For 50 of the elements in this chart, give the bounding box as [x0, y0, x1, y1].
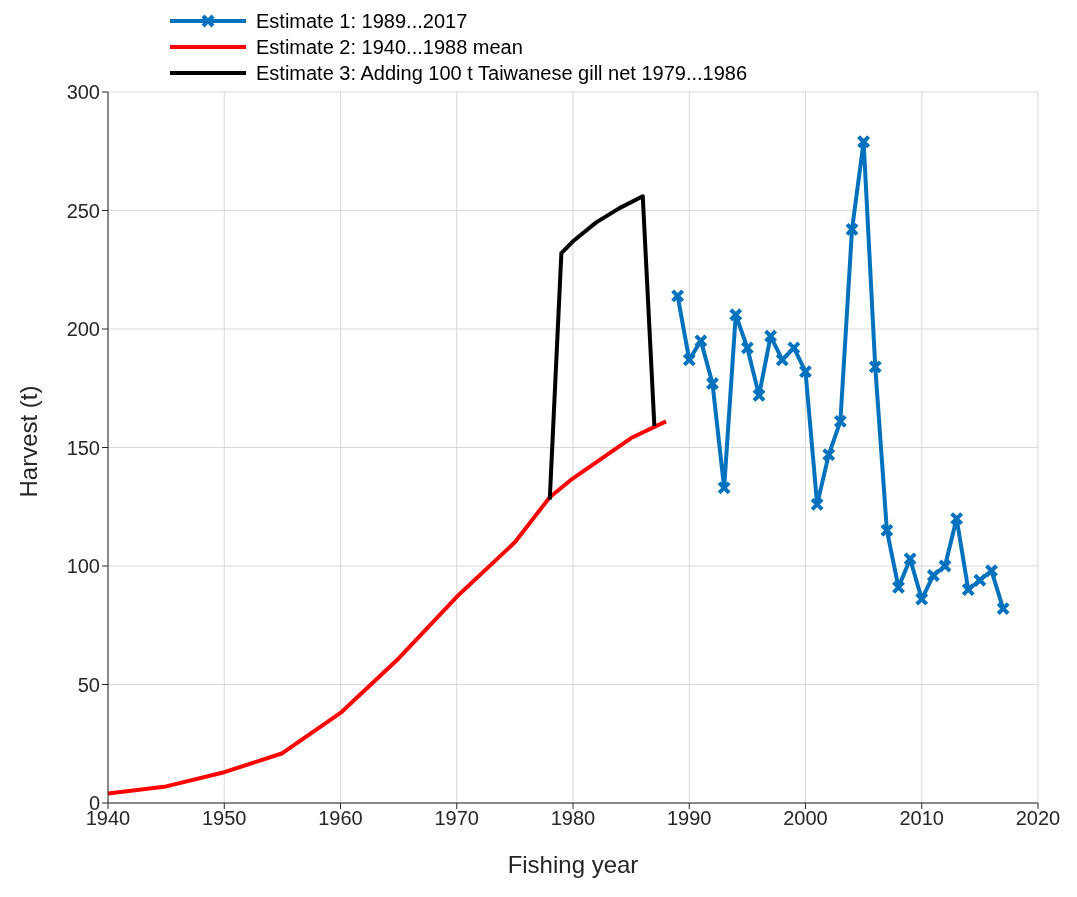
- x-axis-title: Fishing year: [507, 851, 639, 878]
- point: [821, 447, 836, 462]
- y-tick-label: 200: [66, 318, 100, 341]
- x-tick-label: 1950: [202, 807, 247, 830]
- y-tick-label: 250: [66, 199, 100, 222]
- x-tick-label: 1960: [318, 807, 363, 830]
- point: [752, 388, 766, 403]
- point: [845, 222, 859, 237]
- x-tick-label: 2010: [899, 807, 944, 830]
- point: [868, 359, 883, 374]
- x-tick-label: 1980: [550, 807, 596, 830]
- point: [670, 288, 685, 303]
- point: [891, 580, 906, 595]
- point: [996, 601, 1011, 616]
- point: [693, 333, 708, 348]
- point: [728, 307, 743, 322]
- x-tick-label: 2020: [1015, 807, 1061, 830]
- y-axis-title: Harvest (t): [14, 385, 42, 498]
- y-tick-label: 50: [77, 673, 100, 696]
- line-series: [547, 194, 657, 502]
- point: [961, 582, 976, 597]
- x-tick-label: 1970: [434, 807, 479, 830]
- point: [914, 592, 929, 607]
- point: [682, 352, 697, 367]
- point: [717, 480, 732, 495]
- y-tick-label: 300: [66, 81, 100, 104]
- legend-label: Estimate 2: 1940...1988 mean: [256, 35, 523, 59]
- point: [972, 573, 987, 588]
- point: [879, 523, 894, 538]
- line-series: [108, 419, 668, 796]
- legend-label: Estimate 1: 1989...2017: [256, 9, 468, 33]
- point: [949, 511, 964, 526]
- point: [984, 563, 999, 578]
- point: [705, 376, 720, 391]
- y-tick-label: 100: [66, 555, 100, 578]
- point: [856, 134, 871, 149]
- point: [833, 414, 848, 429]
- point: [786, 340, 801, 355]
- point: [763, 329, 778, 344]
- x-tick-label: 2000: [783, 807, 828, 830]
- point: [938, 559, 952, 573]
- point: [775, 352, 790, 367]
- point: [903, 551, 918, 566]
- y-tick-label: 150: [66, 436, 100, 459]
- legend-label: Estimate 3: Adding 100 t Taiwanese gill net 1979...1986: [256, 61, 748, 85]
- point: [810, 497, 825, 512]
- point: [926, 568, 941, 583]
- x-tick-label: 1990: [667, 807, 712, 830]
- point: [798, 364, 813, 379]
- point: [740, 340, 755, 355]
